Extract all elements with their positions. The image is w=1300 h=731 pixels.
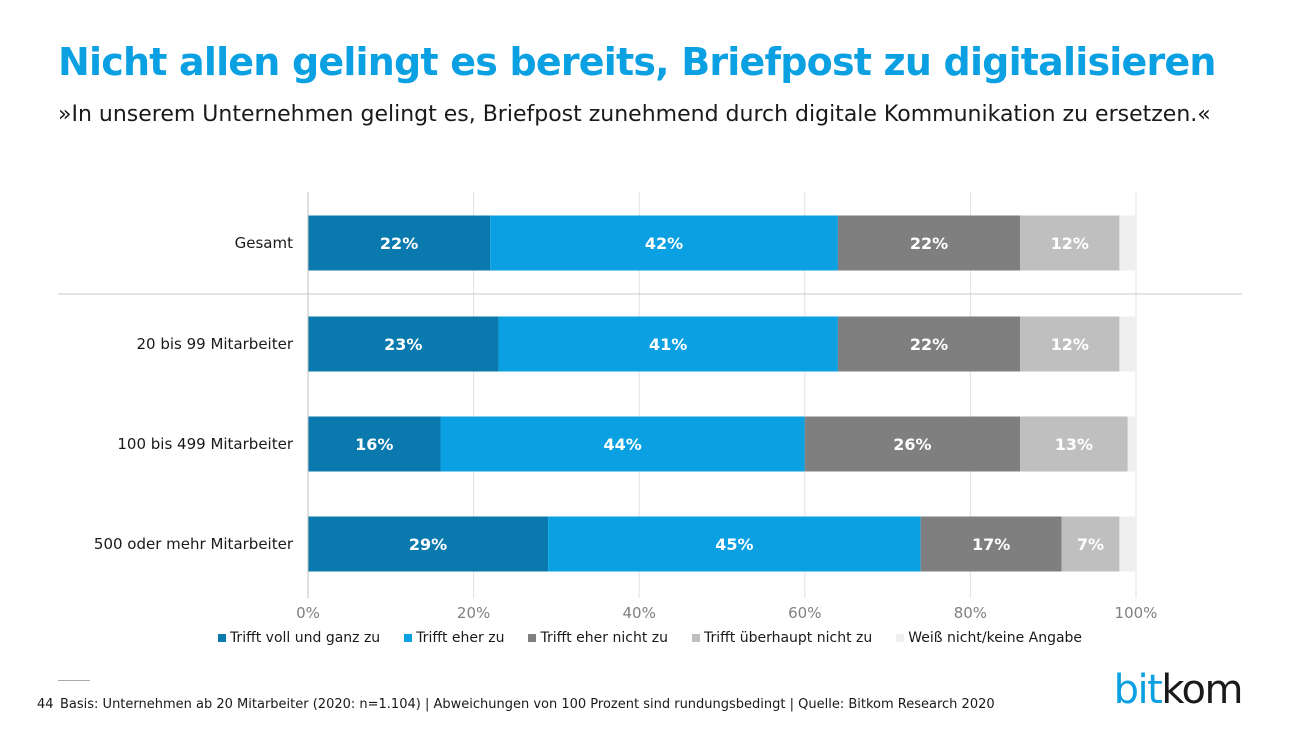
bar-segment: [837, 215, 1021, 271]
bar-segment: [490, 215, 838, 271]
data-label: 22%: [910, 234, 948, 253]
chart-legend: Trifft voll und ganz zu Trifft eher zu Tri…: [0, 630, 1300, 646]
footnote: Basis: Unternehmen ab 20 Mitarbeiter (20…: [60, 697, 995, 712]
bar-segment: [1061, 516, 1120, 572]
legend-label: Trifft eher nicht zu: [540, 630, 668, 646]
data-label: 13%: [1055, 435, 1093, 454]
footer-divider: [58, 680, 90, 681]
bar-segment: [920, 516, 1062, 572]
bar-segment: [308, 215, 491, 271]
bar-segment: [548, 516, 921, 572]
bar-segment: [1020, 316, 1120, 372]
page-title: Nicht allen gelingt es bereits, Briefpos…: [58, 40, 1216, 84]
legend-item: Trifft überhaupt nicht zu: [691, 630, 873, 646]
data-label: 12%: [1051, 335, 1089, 354]
legend-swatch: [217, 634, 226, 642]
x-tick-label: 20%: [457, 604, 490, 620]
bar-segment: [308, 316, 499, 372]
legend-swatch: [404, 634, 413, 642]
bar-segment: [498, 316, 838, 372]
data-label: 42%: [645, 234, 683, 253]
legend-label: Weiß nicht/keine Angabe: [908, 630, 1083, 646]
data-label: 23%: [384, 335, 422, 354]
page-number: 44: [37, 697, 54, 712]
legend-label: Trifft überhaupt nicht zu: [703, 630, 873, 646]
x-tick-label: 100%: [1115, 604, 1158, 620]
bar-segment: [1119, 516, 1136, 572]
x-tick-label: 60%: [788, 604, 821, 620]
data-label: 12%: [1051, 234, 1089, 253]
legend-item: Trifft eher nicht zu: [528, 630, 668, 646]
bar-segment: [1119, 215, 1136, 271]
legend-swatch: [896, 634, 905, 642]
category-label: Gesamt: [235, 234, 293, 252]
category-label: 20 bis 99 Mitarbeiter: [136, 335, 293, 353]
category-label: 100 bis 499 Mitarbeiter: [117, 435, 293, 453]
x-tick-label: 80%: [954, 604, 987, 620]
page-subtitle: »In unserem Unternehmen gelingt es, Brie…: [58, 102, 1211, 127]
bar-segment: [837, 316, 1021, 372]
data-label: 22%: [380, 234, 418, 253]
bar-segment: [804, 416, 1021, 472]
data-label: 44%: [603, 435, 641, 454]
category-label: 500 oder mehr Mitarbeiter: [94, 535, 294, 553]
bitkom-logo: bitkom: [1113, 667, 1244, 713]
data-label: 41%: [649, 335, 687, 354]
data-label: 16%: [355, 435, 393, 454]
logo-part-kom: kom: [1161, 667, 1243, 713]
data-label: 26%: [893, 435, 931, 454]
data-label: 22%: [910, 335, 948, 354]
data-label: 17%: [972, 535, 1010, 554]
bar-segment: [1020, 416, 1128, 472]
bar-segment: [1119, 316, 1136, 372]
x-tick-label: 40%: [623, 604, 656, 620]
legend-label: Trifft eher zu: [416, 630, 505, 646]
legend-item: Trifft voll und ganz zu: [217, 630, 381, 646]
stacked-bar-chart: 22% 42% 22% 12% Gesamt 23% 41% 22% 12% 20 bis 99 …: [58, 192, 1242, 620]
bar-segment: [308, 516, 549, 572]
bar-segment: [308, 416, 441, 472]
logo-part-bit: bit: [1113, 667, 1163, 713]
data-label: 45%: [715, 535, 753, 554]
legend-swatch: [691, 634, 700, 642]
legend-item: Trifft eher zu: [404, 630, 504, 646]
x-tick-label: 0%: [296, 604, 320, 620]
bar-segment: [1127, 416, 1136, 472]
bar-segment: [440, 416, 805, 472]
data-label: 29%: [409, 535, 447, 554]
data-label: 7%: [1077, 535, 1104, 554]
legend-item: Weiß nicht/keine Angabe: [896, 630, 1082, 646]
legend-swatch: [528, 634, 537, 642]
bar-segment: [1020, 215, 1120, 271]
legend-label: Trifft voll und ganz zu: [229, 630, 381, 646]
